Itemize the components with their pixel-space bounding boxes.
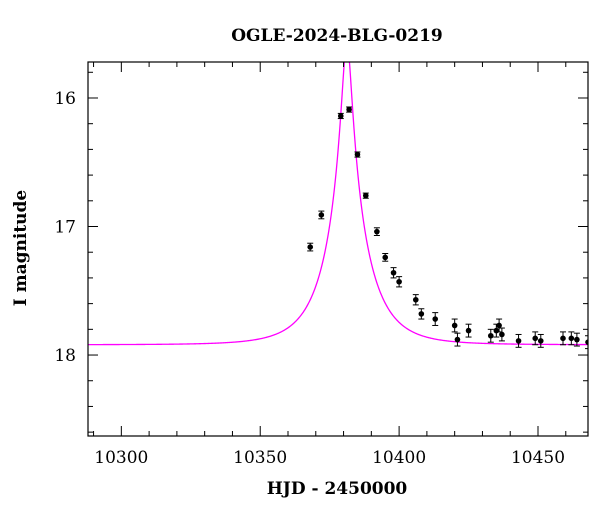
data-point <box>354 151 361 158</box>
x-axis-label: HJD - 2450000 <box>267 479 408 499</box>
data-marker <box>499 331 505 338</box>
data-point <box>382 252 389 262</box>
data-marker <box>493 327 500 334</box>
data-marker <box>382 254 389 261</box>
data-point <box>432 312 439 326</box>
data-marker <box>560 335 566 342</box>
data-marker <box>396 278 402 285</box>
data-point <box>454 332 461 347</box>
data-point <box>487 328 494 343</box>
y-tick-label: 18 <box>54 346 76 366</box>
data-marker <box>585 339 588 345</box>
data-marker <box>432 316 439 322</box>
data-point <box>390 267 397 279</box>
data-marker <box>418 311 425 317</box>
x-tick-label: 10300 <box>94 448 148 468</box>
data-marker <box>515 338 522 344</box>
y-tick-label: 17 <box>54 218 76 238</box>
data-point <box>573 332 580 347</box>
data-point <box>568 331 575 346</box>
data-marker <box>465 327 472 334</box>
data-marker <box>374 228 380 235</box>
data-marker <box>537 338 544 344</box>
model-curve-layer <box>88 62 588 346</box>
data-marker <box>362 192 369 199</box>
data-marker <box>346 106 352 113</box>
data-point <box>337 112 344 120</box>
data-marker <box>354 151 361 158</box>
data-point <box>373 227 380 237</box>
data-marker <box>454 336 461 343</box>
x-tick-label: 10350 <box>233 448 287 468</box>
y-tick-label: 16 <box>54 89 76 109</box>
data-marker <box>318 212 325 218</box>
data-point <box>318 210 325 220</box>
data-point <box>451 318 458 333</box>
data-marker <box>496 322 502 329</box>
data-point <box>396 276 403 288</box>
data-points-layer <box>307 106 588 350</box>
axis-ticks-layer: 10300 10350 10400 10450 16 17 18 <box>54 62 588 468</box>
data-point <box>418 308 425 320</box>
data-marker <box>307 244 314 250</box>
data-point <box>307 242 314 252</box>
data-point <box>585 335 588 350</box>
data-marker <box>574 336 580 343</box>
data-marker <box>451 322 458 329</box>
data-point <box>346 106 353 113</box>
data-marker <box>532 335 539 342</box>
data-point <box>498 327 505 342</box>
chart-title: OGLE-2024-BLG-0219 <box>231 26 443 46</box>
x-tick-label: 10400 <box>372 448 426 468</box>
data-point <box>532 331 539 346</box>
data-point <box>515 333 522 348</box>
data-point <box>537 333 544 348</box>
data-marker <box>390 269 397 276</box>
x-tick-label: 10450 <box>511 448 565 468</box>
y-axis-label: I magnitude <box>11 190 31 307</box>
plot-frame <box>87 61 589 437</box>
data-marker <box>337 113 344 119</box>
data-marker <box>487 332 494 339</box>
model-curve <box>88 62 588 346</box>
data-marker <box>568 335 575 342</box>
data-point <box>560 331 566 346</box>
data-point <box>362 192 369 199</box>
data-marker <box>412 296 419 303</box>
data-point <box>412 294 419 306</box>
data-point <box>465 323 472 338</box>
